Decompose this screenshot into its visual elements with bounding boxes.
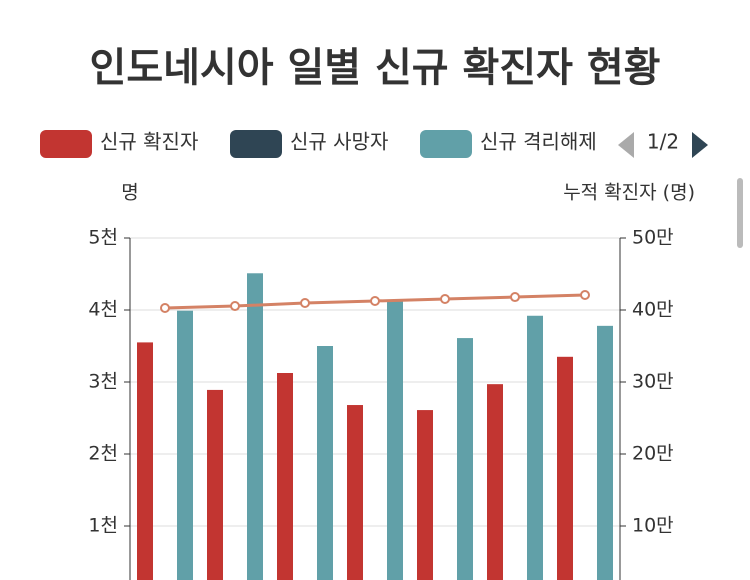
bar	[417, 410, 433, 580]
legend-page: 1/2	[647, 130, 679, 154]
legend-swatch[interactable]	[40, 130, 92, 158]
bar	[347, 405, 363, 580]
line-point	[440, 293, 450, 304]
chart-title: 인도네시아 일별 신규 확진자 현황	[90, 45, 661, 91]
scrollbar	[737, 178, 743, 248]
line-point	[160, 302, 170, 313]
bar	[557, 356, 573, 580]
bar	[277, 373, 293, 580]
bar	[457, 338, 473, 580]
y-axis-label: 명	[121, 182, 138, 204]
y-tick-label: 2천	[88, 443, 118, 465]
y2-tick-label: 30만	[632, 371, 674, 393]
bar	[527, 315, 543, 580]
legend-swatch[interactable]	[420, 130, 472, 158]
y-tick-label: 3천	[88, 371, 118, 393]
y-tick-label: 1천	[88, 515, 118, 537]
y2-tick-label: 50만	[632, 227, 674, 249]
legend-next[interactable]	[692, 132, 708, 158]
y2-axis-label: 누적 확진자 (명)	[563, 182, 695, 204]
y2-tick-label: 10만	[632, 515, 674, 537]
bar	[487, 384, 503, 580]
line-point	[300, 298, 310, 309]
bar	[247, 273, 263, 580]
legend-label[interactable]: 신규 확진자	[100, 130, 198, 154]
y2-tick-label: 40만	[632, 299, 674, 321]
bar	[207, 389, 223, 580]
line-point	[580, 290, 590, 301]
line-point	[230, 301, 240, 312]
bar	[597, 325, 613, 580]
y-tick-label: 5천	[88, 227, 118, 249]
legend-label[interactable]: 신규 격리해제	[480, 130, 597, 154]
line-point	[510, 292, 520, 303]
line-point	[370, 296, 380, 306]
bar	[177, 310, 193, 580]
legend-label[interactable]: 신규 사망자	[290, 130, 388, 154]
legend-swatch[interactable]	[230, 130, 282, 158]
legend-prev[interactable]	[618, 132, 634, 158]
bar	[387, 299, 403, 580]
y2-tick-label: 20만	[632, 443, 674, 465]
bar	[317, 346, 333, 580]
bar	[137, 342, 153, 580]
y-tick-label: 4천	[88, 299, 118, 321]
